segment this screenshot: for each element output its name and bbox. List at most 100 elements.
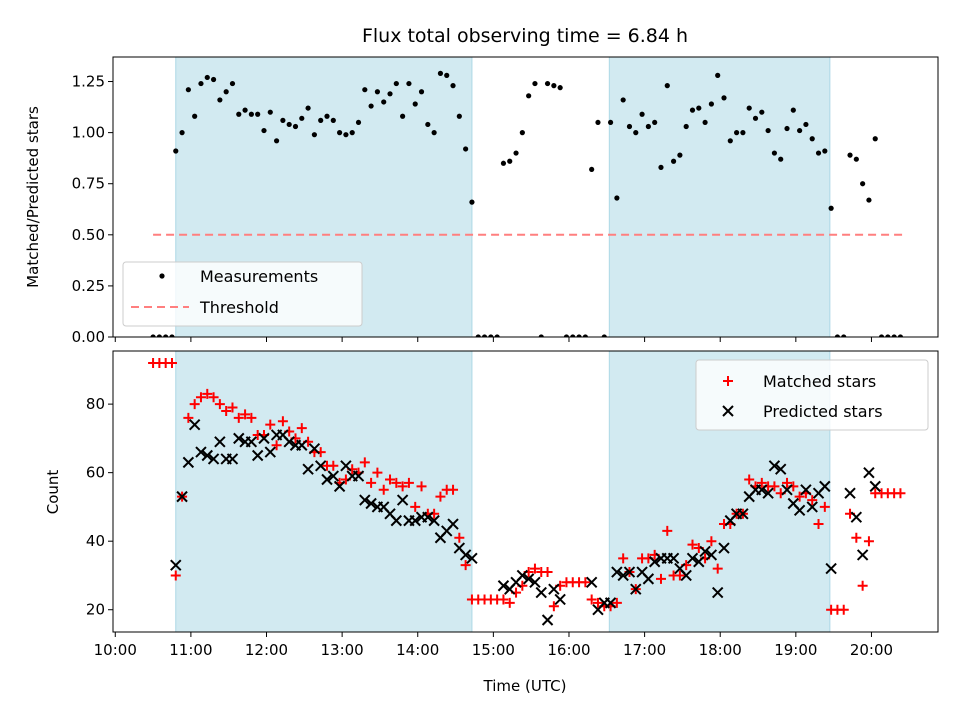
y-tick-label: 20 — [86, 601, 105, 619]
measurement-point — [255, 111, 261, 117]
measurement-point — [721, 95, 727, 101]
measurement-point — [595, 119, 601, 126]
predicted-star-point — [699, 545, 711, 558]
measurement-point — [311, 132, 317, 138]
plot-area — [150, 70, 904, 337]
predicted-star-point — [233, 432, 245, 445]
matched-star-point — [378, 484, 389, 495]
matched-star-point — [618, 553, 629, 564]
matched-star-point — [529, 563, 540, 574]
measurement-point — [570, 334, 576, 337]
matched-star-point — [202, 388, 213, 399]
legend-label-predicted: Predicted stars — [763, 402, 883, 421]
measurement-point — [156, 334, 162, 337]
predicted-star-point — [806, 501, 818, 513]
measurement-point — [538, 334, 544, 337]
axes-frame — [112, 56, 939, 338]
measurement-point — [179, 130, 185, 136]
measurement-point — [273, 138, 280, 144]
measurement-point — [261, 127, 267, 134]
predicted-star-point — [781, 484, 793, 496]
legend-marker-measurements — [159, 273, 165, 279]
predicted-star-point — [617, 569, 629, 582]
measurement-point — [393, 80, 399, 87]
predicted-star-point — [258, 432, 270, 445]
measurement-point — [210, 76, 217, 83]
predicted-star-point — [333, 480, 346, 493]
measurement-point — [752, 115, 759, 121]
legend-label-matched: Matched stars — [763, 372, 876, 391]
y-tick-label: 40 — [86, 532, 105, 550]
matched-star-point — [359, 457, 370, 468]
matched-star-point — [756, 477, 767, 488]
matched-star-point — [221, 405, 232, 416]
matched-star-point — [863, 536, 874, 547]
predicted-star-point — [535, 586, 547, 599]
measurement-point — [412, 101, 418, 107]
x-tick-label: 10:00 — [94, 641, 137, 659]
measurement-point — [318, 117, 324, 123]
predicted-star-point — [170, 559, 182, 571]
x-tick-label: 11:00 — [169, 641, 212, 659]
measurement-point — [847, 152, 853, 158]
measurement-point — [563, 334, 570, 337]
measurement-point — [746, 105, 752, 111]
predicted-star-point — [352, 470, 365, 482]
predicted-star-point — [422, 511, 434, 523]
predicted-star-point — [585, 576, 598, 589]
x-tick-label: 16:00 — [547, 641, 590, 659]
y-tick-label: 0.75 — [72, 175, 105, 193]
measurement-point — [715, 72, 721, 78]
measurement-point — [267, 109, 273, 115]
predicted-star-point — [541, 614, 554, 626]
measurement-point — [280, 117, 286, 123]
predicted-star-point — [850, 511, 863, 523]
measurement-point — [778, 156, 784, 162]
measurement-point — [431, 130, 437, 136]
predicted-star-point — [396, 494, 409, 506]
matched-star-point — [403, 477, 414, 488]
predicted-star-point — [466, 552, 478, 565]
measurement-point — [337, 130, 343, 136]
predicted-star-point — [296, 439, 308, 451]
predicted-star-point — [680, 569, 692, 582]
measurement-point — [696, 105, 702, 111]
matched-star-point — [498, 594, 509, 605]
matched-star-point — [782, 477, 793, 488]
matched-star-point — [233, 412, 244, 423]
predicted-star-point — [718, 542, 730, 554]
predicted-star-point — [686, 552, 699, 565]
measurement-point — [658, 164, 664, 170]
predicted-star-point — [459, 549, 472, 561]
measurement-point — [236, 111, 242, 117]
measurement-point — [362, 87, 368, 93]
measurement-point — [163, 334, 169, 337]
chart-title: Flux total observing time = 6.84 h — [362, 25, 688, 47]
measurement-point — [803, 121, 809, 128]
measurement-point — [551, 83, 557, 89]
predicted-star-point — [314, 460, 327, 472]
measurement-point — [790, 107, 796, 113]
measurement-point — [633, 130, 639, 136]
measurement-point — [853, 156, 859, 162]
measurement-point — [526, 93, 532, 99]
x-tick-label: 18:00 — [699, 641, 742, 659]
matched-star-point — [385, 474, 396, 485]
predicted-star-point — [359, 494, 371, 506]
axes-frame — [112, 350, 939, 633]
predicted-star-point — [321, 473, 333, 486]
measurement-point — [169, 334, 175, 337]
predicted-star-point — [667, 552, 680, 565]
matched-star-point — [819, 501, 830, 512]
matched-star-point — [723, 376, 733, 386]
matched-star-point — [227, 402, 238, 413]
measurement-point — [400, 113, 406, 119]
measurement-point — [500, 160, 507, 166]
matched-star-point — [662, 525, 673, 536]
matched-star-point — [448, 484, 459, 495]
measurement-point — [834, 334, 841, 337]
measurement-point — [456, 113, 462, 119]
y-tick-label: 1.25 — [72, 73, 105, 91]
measurement-point — [607, 119, 614, 126]
predicted-star-point — [737, 508, 749, 520]
